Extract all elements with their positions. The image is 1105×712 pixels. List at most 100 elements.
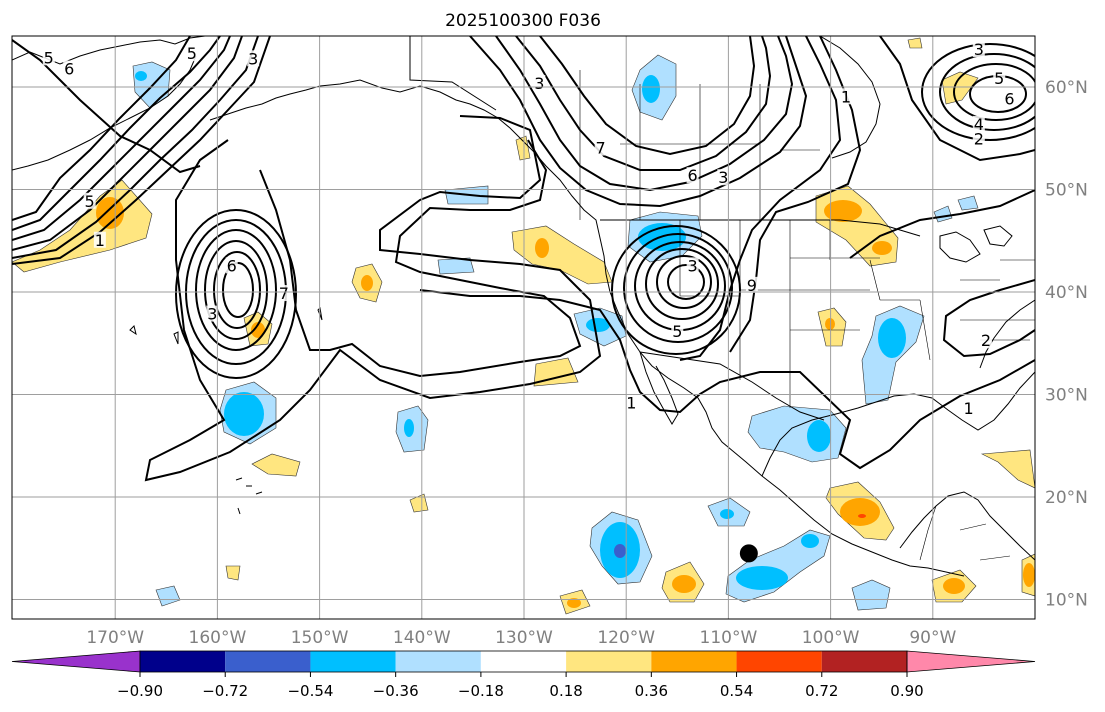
contour-label-bg — [277, 285, 290, 302]
colorbar-bin — [736, 651, 822, 672]
neg-anomaly-core — [135, 71, 147, 81]
contour-label: 2 — [974, 129, 984, 148]
colorbar-bin — [140, 651, 226, 672]
pos-anomaly-core — [840, 498, 880, 526]
contour-label-bg — [686, 167, 699, 184]
contour-line — [12, 36, 231, 241]
neg-anomaly-core — [801, 534, 819, 548]
contour-line — [849, 189, 1035, 259]
contour-loop — [204, 240, 268, 340]
contour-loop — [213, 251, 261, 329]
contour-loop — [939, 53, 1035, 131]
colorbar-tick-label: −0.72 — [202, 682, 248, 700]
colorbar-bin — [480, 651, 567, 672]
contour-line — [419, 289, 1035, 470]
neg-anomaly-core — [404, 419, 414, 437]
colorbar-bin — [310, 651, 396, 672]
pos-anomaly-region — [907, 37, 923, 49]
contour-label-bg — [1003, 90, 1016, 107]
contour-label-bg — [972, 130, 985, 147]
neg-anomaly-peak — [614, 544, 626, 558]
longitude-labels: 170°W 160°W 150°W 140°W 130°W 120°W 110°W 100°W… — [86, 628, 956, 648]
contour-label: 7 — [279, 284, 289, 303]
neg-anomaly-core — [720, 509, 734, 519]
lon-tick-label: 90°W — [909, 628, 956, 648]
contour-label: 3 — [207, 305, 217, 324]
contour-label: 5 — [85, 192, 95, 211]
contour-label: 3 — [974, 40, 984, 59]
colorbar-tick-label: 0.72 — [805, 682, 838, 700]
contour-label-bg — [42, 49, 55, 66]
lat-tick-label: 40°N — [1045, 283, 1088, 303]
contour-line — [12, 36, 191, 221]
contour-label: 3 — [688, 256, 698, 275]
alaska-coast — [319, 79, 965, 577]
contour-line — [144, 115, 602, 482]
pos-anomaly-region — [409, 493, 429, 513]
contour-line — [515, 36, 772, 171]
pos-anomaly-core — [825, 318, 835, 330]
clarion-island — [129, 306, 323, 345]
alaska-canada-border — [409, 36, 497, 111]
hudson-bay — [819, 36, 881, 159]
contour-line — [12, 39, 201, 174]
contour-label: 6 — [64, 60, 74, 79]
contour-line — [259, 139, 582, 378]
contour-label-bg — [93, 231, 106, 248]
neg-anomaly-region — [155, 585, 181, 607]
canada-provinces — [579, 70, 820, 220]
pos-anomaly-core — [567, 598, 581, 608]
central-america-borders — [919, 505, 1011, 561]
contour-label: 6 — [688, 166, 698, 185]
contour-line — [879, 36, 1035, 162]
neg-anomaly-region — [851, 579, 891, 611]
colorbar-tick-label: −0.18 — [458, 682, 504, 700]
colorbar-bin — [566, 651, 652, 672]
lat-tick-label: 10°N — [1045, 591, 1088, 611]
colorbar-bin — [651, 651, 737, 672]
contour-label-bg — [63, 60, 76, 77]
map-title: 2025100300 F036 — [445, 11, 601, 31]
pos-anomaly-region — [511, 225, 613, 285]
neg-anomaly-region — [957, 195, 979, 211]
contour-label: 2 — [981, 331, 991, 350]
contour-label: 9 — [747, 276, 757, 295]
contour-loop — [953, 63, 1035, 121]
contour-label-bg — [185, 45, 198, 62]
neg-anomaly-core — [224, 392, 264, 436]
contour-label-bg — [247, 50, 260, 67]
neg-anomaly-core — [807, 420, 831, 452]
contour-label: 5 — [994, 69, 1004, 88]
lon-tick-label: 100°W — [802, 628, 860, 648]
colorbar-tick-label: 0.54 — [720, 682, 753, 700]
contour-label-bg — [993, 69, 1006, 86]
pos-anomaly-region — [225, 565, 241, 581]
colorbar-extension-high — [906, 650, 1036, 673]
pos-anomaly-core — [872, 241, 892, 255]
colorbar: −0.90 −0.72 −0.54 −0.36 −0.18 0.18 0.36 0.54 0.7… — [11, 650, 1036, 700]
colorbar-extension-low — [11, 650, 141, 673]
contour-loop — [645, 248, 719, 320]
contour-label-bg — [686, 257, 699, 274]
contour-label: 5 — [672, 322, 682, 341]
colorbar-tick-label: −0.90 — [117, 682, 163, 700]
us-mexico-border — [639, 351, 825, 421]
pos-anomaly-core — [1023, 563, 1035, 587]
contour-label: 7 — [596, 139, 606, 158]
contour-label-bg — [225, 257, 238, 274]
contour-line — [469, 36, 808, 208]
gulf-coast — [761, 371, 1035, 477]
plot-frame — [11, 35, 1036, 620]
lon-tick-label: 120°W — [597, 628, 655, 648]
contour-label: 3 — [534, 74, 544, 93]
lat-tick-label: 60°N — [1045, 78, 1088, 98]
contour-label-bg — [594, 139, 607, 156]
contour-label-bg — [962, 399, 975, 416]
pos-anomaly-core — [535, 238, 549, 258]
pos-anomaly-region — [515, 135, 531, 161]
lon-tick-label: 150°W — [291, 628, 349, 648]
anomaly-fill-layer — [12, 37, 1035, 615]
lat-tick-label: 30°N — [1045, 386, 1088, 406]
contour-loop — [656, 255, 712, 309]
